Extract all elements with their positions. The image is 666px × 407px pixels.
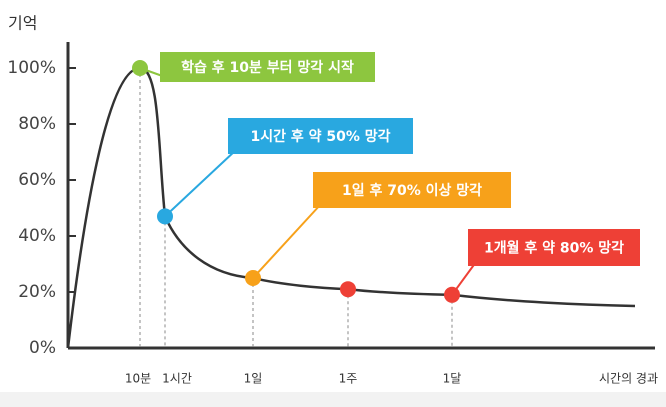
y-tick-label: 100% xyxy=(7,58,56,78)
y-tick-label: 80% xyxy=(18,114,56,134)
y-tick-label: 20% xyxy=(18,282,56,302)
point xyxy=(157,208,173,225)
x-tick-label: 10분 xyxy=(125,372,151,386)
annotation-connector xyxy=(252,203,322,279)
x-tick-label: 1주 xyxy=(339,372,358,386)
x-axis-label: 시간의 경과 xyxy=(599,372,658,386)
annotation-text: 1시간 후 약 50% 망각 xyxy=(250,128,390,145)
y-tick-label: 40% xyxy=(18,226,56,246)
y-tick-label: 60% xyxy=(18,170,56,190)
annotation-text: 1일 후 70% 이상 망각 xyxy=(342,182,482,199)
x-tick-label: 1일 xyxy=(244,372,263,386)
annotation-text: 1개월 후 약 80% 망각 xyxy=(484,240,624,257)
annotation-connector xyxy=(164,149,237,218)
y-tick-label: 0% xyxy=(29,338,56,358)
point xyxy=(340,281,356,298)
point xyxy=(245,270,261,286)
annotation-box xyxy=(313,172,511,208)
bottom-strip xyxy=(0,392,666,407)
annotation-text: 학습 후 10분 부터 망각 시작 xyxy=(181,59,354,76)
x-tick-label: 1달 xyxy=(443,372,462,386)
annotation-box xyxy=(160,52,375,82)
point xyxy=(132,60,148,76)
y-axis-label: 기억 xyxy=(8,14,37,33)
point xyxy=(444,286,460,303)
annotation-box xyxy=(468,229,640,266)
x-tick-label: 1시간 xyxy=(162,372,192,386)
annotation-box xyxy=(228,118,413,154)
